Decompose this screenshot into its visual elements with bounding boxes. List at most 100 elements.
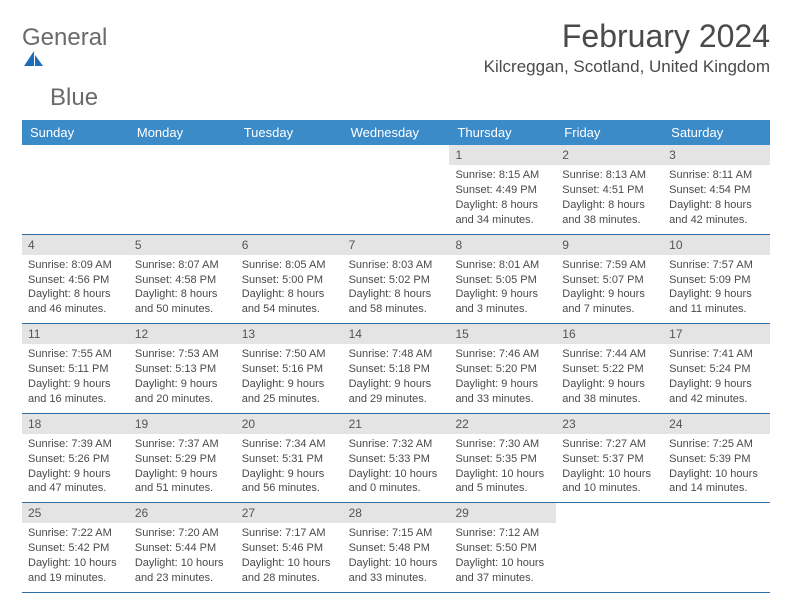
daylight-line2: and 11 minutes. bbox=[669, 302, 764, 317]
day-cell: 7Sunrise: 8:03 AMSunset: 5:02 PMDaylight… bbox=[343, 235, 450, 324]
daylight-line2: and 33 minutes. bbox=[455, 392, 550, 407]
sunrise-text: Sunrise: 7:17 AM bbox=[242, 526, 337, 541]
sunrise-text: Sunrise: 7:55 AM bbox=[28, 347, 123, 362]
day-cell: 24Sunrise: 7:25 AMSunset: 5:39 PMDayligh… bbox=[663, 414, 770, 503]
sunset-text: Sunset: 5:02 PM bbox=[349, 273, 444, 288]
daylight-line1: Daylight: 8 hours bbox=[562, 198, 657, 213]
sunset-text: Sunset: 5:31 PM bbox=[242, 452, 337, 467]
day-cell: 2Sunrise: 8:13 AMSunset: 4:51 PMDaylight… bbox=[556, 145, 663, 234]
header-region: General Blue February 2024 Kilcreggan, S… bbox=[22, 18, 770, 110]
daylight-line2: and 58 minutes. bbox=[349, 302, 444, 317]
daylight-line1: Daylight: 8 hours bbox=[28, 287, 123, 302]
day-cell: 18 Sunrise: 7:39 AMSunset: 5:26 PMDayligh… bbox=[22, 414, 129, 503]
daylight-line2: and 37 minutes. bbox=[455, 571, 550, 586]
day-cell: 8Sunrise: 8:01 AMSunset: 5:05 PMDaylight… bbox=[449, 235, 556, 324]
sunrise-text: Sunrise: 7:32 AM bbox=[349, 437, 444, 452]
day-cell: 16Sunrise: 7:44 AMSunset: 5:22 PMDayligh… bbox=[556, 324, 663, 413]
daylight-line1: Daylight: 9 hours bbox=[562, 287, 657, 302]
day-number: 21 bbox=[343, 414, 450, 434]
daylight-line1: Daylight: 8 hours bbox=[349, 287, 444, 302]
logo-word-1: General bbox=[22, 24, 107, 51]
sunset-text: Sunset: 5:33 PM bbox=[349, 452, 444, 467]
day-number: 11 bbox=[22, 324, 129, 344]
sunset-text: Sunset: 5:48 PM bbox=[349, 541, 444, 556]
sunset-text: Sunset: 5:13 PM bbox=[135, 362, 230, 377]
day-number: 29 bbox=[449, 503, 556, 523]
day-number: 3 bbox=[663, 145, 770, 165]
sunset-text: Sunset: 5:18 PM bbox=[349, 362, 444, 377]
sunset-text: Sunset: 5:20 PM bbox=[455, 362, 550, 377]
calendar-header-row: SundayMondayTuesdayWednesdayThursdayFrid… bbox=[22, 120, 770, 145]
day-cell: 10Sunrise: 7:57 AMSunset: 5:09 PMDayligh… bbox=[663, 235, 770, 324]
day-cell: 6Sunrise: 8:05 AMSunset: 5:00 PMDaylight… bbox=[236, 235, 343, 324]
daylight-line1: Daylight: 9 hours bbox=[349, 377, 444, 392]
sunset-text: Sunset: 5:29 PM bbox=[135, 452, 230, 467]
day-cell: 26 Sunrise: 7:20 AMSunset: 5:44 PMDayligh… bbox=[129, 503, 236, 592]
day-number: 24 bbox=[663, 414, 770, 434]
sunrise-text: Sunrise: 7:39 AM bbox=[28, 437, 123, 452]
sunset-text: Sunset: 5:44 PM bbox=[135, 541, 230, 556]
daylight-line1: Daylight: 10 hours bbox=[242, 556, 337, 571]
day-cell: 28Sunrise: 7:15 AMSunset: 5:48 PMDayligh… bbox=[343, 503, 450, 592]
daylight-line2: and 47 minutes. bbox=[28, 481, 123, 496]
sunset-text: Sunset: 5:00 PM bbox=[242, 273, 337, 288]
sunrise-text: Sunrise: 7:48 AM bbox=[349, 347, 444, 362]
sunset-text: Sunset: 5:26 PM bbox=[28, 452, 123, 467]
day-cell: 14Sunrise: 7:48 AMSunset: 5:18 PMDayligh… bbox=[343, 324, 450, 413]
day-number: 26 bbox=[129, 503, 236, 523]
sunrise-text: Sunrise: 7:57 AM bbox=[669, 258, 764, 273]
sunrise-text: Sunrise: 7:15 AM bbox=[349, 526, 444, 541]
sunrise-text: Sunrise: 7:46 AM bbox=[455, 347, 550, 362]
sunrise-text: Sunrise: 7:53 AM bbox=[135, 347, 230, 362]
daylight-line1: Daylight: 9 hours bbox=[242, 467, 337, 482]
day-cell: 22Sunrise: 7:30 AMSunset: 5:35 PMDayligh… bbox=[449, 414, 556, 503]
daylight-line2: and 54 minutes. bbox=[242, 302, 337, 317]
daylight-line1: Daylight: 10 hours bbox=[349, 556, 444, 571]
sail-icon bbox=[22, 50, 107, 68]
day-cell bbox=[343, 145, 450, 234]
sunrise-text: Sunrise: 7:41 AM bbox=[669, 347, 764, 362]
day-cell: 15Sunrise: 7:46 AMSunset: 5:20 PMDayligh… bbox=[449, 324, 556, 413]
week-row: 1Sunrise: 8:15 AMSunset: 4:49 PMDaylight… bbox=[22, 145, 770, 235]
day-number: 2 bbox=[556, 145, 663, 165]
daylight-line2: and 16 minutes. bbox=[28, 392, 123, 407]
day-cell: 17Sunrise: 7:41 AMSunset: 5:24 PMDayligh… bbox=[663, 324, 770, 413]
sunrise-text: Sunrise: 7:59 AM bbox=[562, 258, 657, 273]
daylight-line1: Daylight: 8 hours bbox=[669, 198, 764, 213]
sunrise-text: Sunrise: 8:11 AM bbox=[669, 168, 764, 183]
daylight-line2: and 38 minutes. bbox=[562, 213, 657, 228]
sunset-text: Sunset: 4:56 PM bbox=[28, 273, 123, 288]
week-row: 18Sunrise: 7:39 AMSunset: 5:26 PMDayligh… bbox=[22, 414, 770, 504]
daylight-line2: and 29 minutes. bbox=[349, 392, 444, 407]
day-number: 20 bbox=[236, 414, 343, 434]
sunrise-text: Sunrise: 7:25 AM bbox=[669, 437, 764, 452]
daylight-line2: and 20 minutes. bbox=[135, 392, 230, 407]
logo: General Blue bbox=[22, 26, 107, 110]
sunset-text: Sunset: 5:42 PM bbox=[28, 541, 123, 556]
sunset-text: Sunset: 5:50 PM bbox=[455, 541, 550, 556]
sunrise-text: Sunrise: 7:20 AM bbox=[135, 526, 230, 541]
day-number: 9 bbox=[556, 235, 663, 255]
sunrise-text: Sunrise: 8:01 AM bbox=[455, 258, 550, 273]
daylight-line1: Daylight: 10 hours bbox=[135, 556, 230, 571]
daylight-line2: and 10 minutes. bbox=[562, 481, 657, 496]
sunset-text: Sunset: 5:16 PM bbox=[242, 362, 337, 377]
location-text: Kilcreggan, Scotland, United Kingdom bbox=[484, 57, 770, 77]
day-number: 8 bbox=[449, 235, 556, 255]
sunrise-text: Sunrise: 8:07 AM bbox=[135, 258, 230, 273]
day-number: 5 bbox=[129, 235, 236, 255]
daylight-line2: and 0 minutes. bbox=[349, 481, 444, 496]
daylight-line1: Daylight: 9 hours bbox=[28, 467, 123, 482]
day-cell: 4Sunrise: 8:09 AMSunset: 4:56 PMDaylight… bbox=[22, 235, 129, 324]
day-number: 18 bbox=[22, 414, 129, 434]
day-number: 19 bbox=[129, 414, 236, 434]
day-number: 25 bbox=[22, 503, 129, 523]
daylight-line1: Daylight: 9 hours bbox=[28, 377, 123, 392]
daylight-line1: Daylight: 9 hours bbox=[562, 377, 657, 392]
daylight-line2: and 3 minutes. bbox=[455, 302, 550, 317]
daylight-line2: and 42 minutes. bbox=[669, 213, 764, 228]
day-number: 13 bbox=[236, 324, 343, 344]
daylight-line2: and 50 minutes. bbox=[135, 302, 230, 317]
daylight-line1: Daylight: 9 hours bbox=[455, 287, 550, 302]
day-header: Saturday bbox=[663, 120, 770, 145]
